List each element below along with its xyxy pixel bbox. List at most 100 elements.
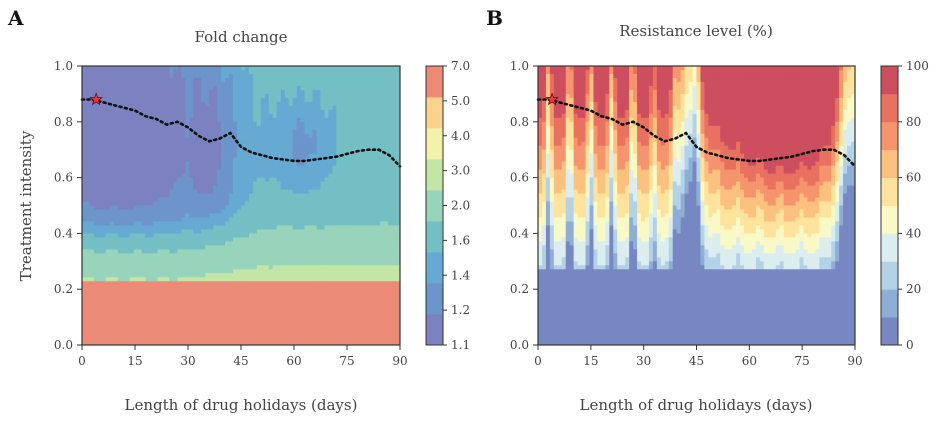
- contour-cell: [340, 205, 345, 211]
- contour-cell: [332, 121, 338, 127]
- contour-cell: [233, 169, 238, 175]
- contour-cell: [288, 89, 294, 95]
- contour-cell: [312, 285, 318, 290]
- contour-cell: [201, 101, 206, 107]
- contour-cell: [201, 341, 206, 345]
- contour-cell: [173, 141, 179, 147]
- contour-cell: [141, 253, 147, 258]
- contour-cell: [272, 201, 278, 207]
- contour-cell: [225, 301, 230, 306]
- contour-cell: [169, 265, 175, 270]
- contour-cell: [117, 245, 123, 250]
- contour-cell: [125, 325, 131, 330]
- contour-cell: [173, 145, 179, 151]
- contour-cell: [145, 181, 151, 187]
- contour-cell: [129, 101, 135, 107]
- contour-cell: [177, 141, 182, 147]
- contour-cell: [332, 317, 338, 322]
- contour-cell: [125, 193, 131, 199]
- contour-cell: [169, 153, 175, 159]
- contour-cell: [193, 245, 198, 250]
- contour-cell: [268, 317, 274, 322]
- contour-cell: [348, 321, 353, 326]
- contour-cell: [312, 193, 318, 199]
- contour-cell: [157, 341, 163, 345]
- contour-cell: [296, 97, 302, 103]
- contour-cell: [157, 121, 163, 127]
- contour-cell: [141, 97, 147, 103]
- contour-cell: [82, 273, 87, 278]
- contour-cell: [264, 221, 270, 227]
- contour-cell: [141, 185, 147, 191]
- contour-cell: [209, 229, 214, 234]
- contour-cell: [256, 149, 262, 155]
- contour-cell: [336, 137, 341, 143]
- contour-cell: [352, 209, 357, 215]
- contour-cell: [217, 225, 222, 231]
- contour-cell: [268, 141, 274, 147]
- contour-cell: [133, 161, 139, 167]
- contour-cell: [153, 169, 159, 175]
- contour-cell: [161, 97, 167, 103]
- contour-cell: [181, 217, 186, 223]
- contour-cell: [217, 213, 222, 219]
- contour-cell: [109, 173, 115, 179]
- contour-cell: [264, 109, 270, 115]
- contour-cell: [288, 173, 294, 179]
- contour-cell: [82, 281, 87, 286]
- contour-cell: [336, 169, 341, 175]
- contour-cell: [360, 161, 365, 167]
- contour-cell: [205, 273, 210, 278]
- contour-cell: [89, 69, 95, 75]
- contour-cell: [161, 253, 167, 258]
- contour-cell: [332, 329, 338, 334]
- contour-cell: [284, 181, 290, 187]
- contour-cell: [189, 237, 194, 242]
- contour-cell: [185, 105, 190, 111]
- contour-cell: [229, 121, 234, 127]
- contour-cell: [137, 277, 143, 282]
- contour-cell: [233, 125, 238, 131]
- contour-cell: [296, 321, 302, 326]
- contour-cell: [205, 245, 210, 250]
- contour-cell: [324, 213, 330, 219]
- contour-cell: [145, 161, 151, 167]
- contour-cell: [197, 261, 202, 266]
- contour-cell: [177, 109, 182, 115]
- contour-cell: [141, 205, 147, 211]
- contour-cell: [213, 97, 218, 103]
- contour-cell: [201, 245, 206, 250]
- contour-cell: [332, 89, 338, 95]
- contour-cell: [280, 333, 286, 338]
- contour-cell: [344, 66, 349, 71]
- contour-cell: [264, 285, 270, 290]
- contour-cell: [133, 89, 139, 95]
- contour-cell: [256, 229, 262, 234]
- contour-cell: [201, 269, 206, 274]
- contour-cell: [173, 209, 179, 215]
- contour-cell: [328, 141, 334, 147]
- contour-cell: [101, 205, 107, 211]
- contour-cell: [324, 117, 330, 123]
- contour-cell: [209, 221, 214, 227]
- contour-cell: [89, 205, 95, 211]
- contour-cell: [336, 181, 341, 187]
- contour-cell: [229, 85, 234, 91]
- contour-cell: [340, 89, 345, 95]
- contour-cell: [260, 341, 266, 345]
- contour-cell: [133, 317, 139, 322]
- contour-cell: [264, 201, 270, 207]
- contour-cell: [177, 185, 182, 191]
- contour-cell: [272, 66, 278, 71]
- contour-cell: [272, 285, 278, 290]
- contour-cell: [189, 293, 194, 298]
- contour-cell: [352, 77, 357, 83]
- contour-cell: [189, 145, 194, 151]
- contour-cell: [252, 73, 258, 79]
- contour-cell: [141, 317, 147, 322]
- contour-cell: [169, 297, 175, 302]
- contour-cell: [161, 277, 167, 282]
- contour-cell: [137, 281, 143, 286]
- contour-cell: [145, 297, 151, 302]
- contour-cell: [316, 101, 322, 107]
